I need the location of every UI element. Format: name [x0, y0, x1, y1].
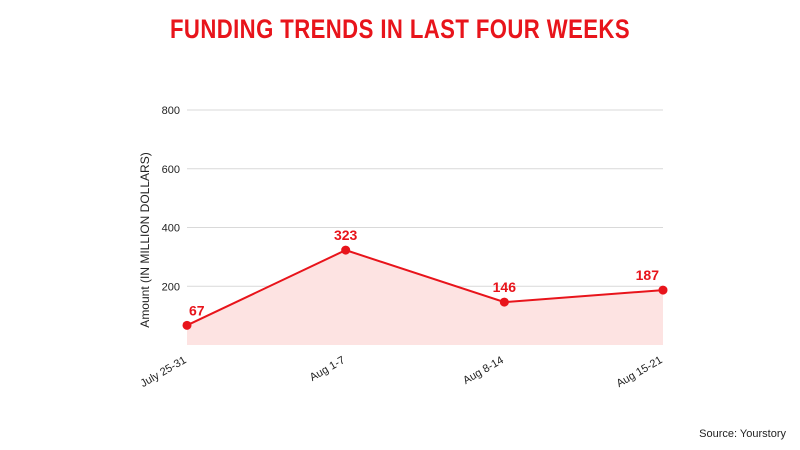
x-axis-ticks: July 25-31 Aug 1-7 Aug 8-14 Aug 15-21 [139, 354, 665, 390]
y-tick-label: 800 [162, 105, 180, 117]
y-tick-label: 600 [162, 164, 180, 176]
data-point [499, 297, 509, 307]
y-tick-label: 400 [162, 223, 180, 235]
data-label: 67 [189, 302, 205, 318]
area-fill [187, 250, 663, 345]
data-label: 187 [636, 267, 660, 283]
data-point [658, 285, 668, 295]
x-tick-label: Aug 1-7 [308, 354, 347, 384]
data-points [182, 245, 668, 330]
x-tick-label: Aug 15-21 [615, 354, 665, 390]
y-axis-ticks: 200 400 600 800 [162, 105, 180, 293]
data-label: 146 [493, 279, 517, 295]
gridlines [187, 109, 663, 287]
y-axis-title: Amount (IN MILLION DOLLARS) [138, 152, 152, 327]
data-point [341, 245, 351, 255]
area-fill-layer [187, 250, 663, 345]
data-label: 323 [334, 227, 358, 243]
x-tick-label: Aug 8-14 [461, 354, 506, 387]
series-line-layer [186, 249, 664, 327]
source-note: Source: Yourstory [699, 428, 786, 440]
series-line [186, 249, 664, 327]
y-tick-label: 200 [162, 281, 180, 293]
chart-title: FUNDING TRENDS IN LAST FOUR WEEKS [169, 14, 631, 44]
data-point [182, 320, 192, 330]
data-labels: 67 323 146 187 [189, 227, 659, 318]
x-tick-label: July 25-31 [139, 354, 189, 390]
